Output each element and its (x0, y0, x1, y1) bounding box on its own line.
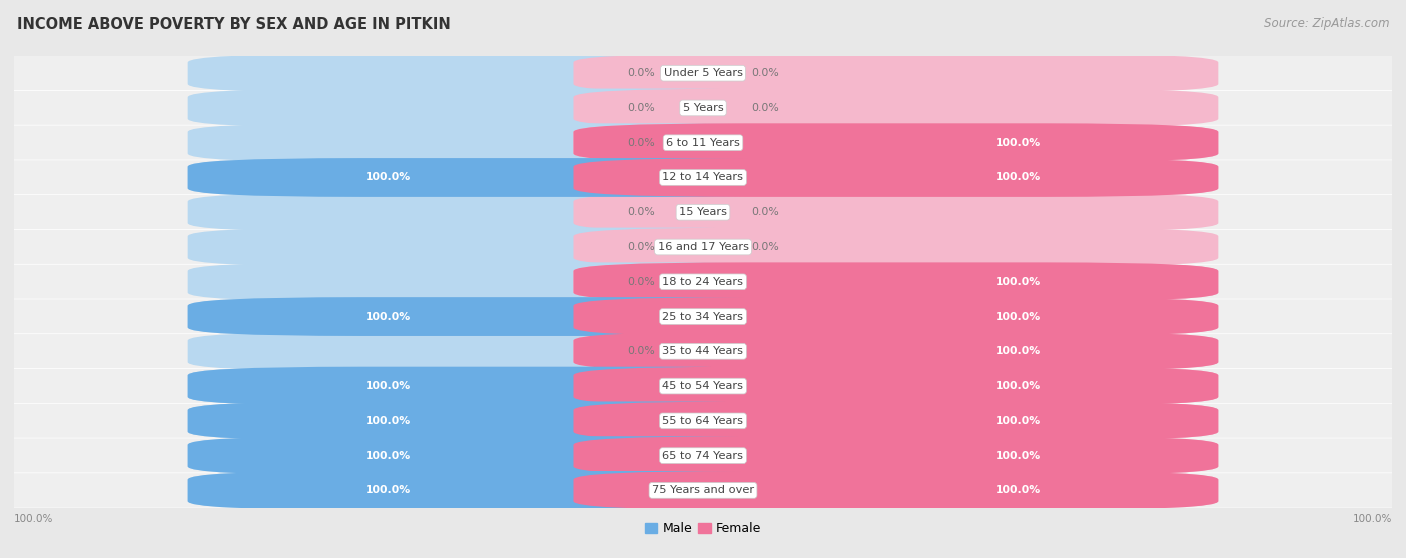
Text: 16 and 17 Years: 16 and 17 Years (658, 242, 748, 252)
Text: 55 to 64 Years: 55 to 64 Years (662, 416, 744, 426)
Text: 100.0%: 100.0% (995, 277, 1040, 287)
Text: 0.0%: 0.0% (627, 138, 655, 148)
FancyBboxPatch shape (187, 297, 832, 336)
Text: 6 to 11 Years: 6 to 11 Years (666, 138, 740, 148)
FancyBboxPatch shape (574, 367, 1219, 406)
Text: 100.0%: 100.0% (1353, 514, 1392, 524)
Text: 100.0%: 100.0% (366, 485, 411, 496)
FancyBboxPatch shape (187, 367, 832, 406)
FancyBboxPatch shape (574, 436, 1219, 475)
FancyBboxPatch shape (574, 193, 1219, 232)
Text: 100.0%: 100.0% (995, 381, 1040, 391)
Text: 75 Years and over: 75 Years and over (652, 485, 754, 496)
FancyBboxPatch shape (187, 297, 832, 336)
FancyBboxPatch shape (187, 89, 832, 127)
Text: 0.0%: 0.0% (627, 242, 655, 252)
Legend: Male, Female: Male, Female (640, 517, 766, 540)
FancyBboxPatch shape (574, 332, 1219, 371)
FancyBboxPatch shape (574, 262, 1219, 301)
FancyBboxPatch shape (574, 471, 1219, 510)
Text: 100.0%: 100.0% (366, 416, 411, 426)
FancyBboxPatch shape (574, 54, 1219, 93)
Text: 100.0%: 100.0% (366, 451, 411, 460)
Text: 35 to 44 Years: 35 to 44 Years (662, 347, 744, 357)
FancyBboxPatch shape (187, 193, 832, 232)
Text: Under 5 Years: Under 5 Years (664, 68, 742, 78)
Text: 0.0%: 0.0% (751, 207, 779, 217)
FancyBboxPatch shape (187, 262, 832, 301)
Text: 100.0%: 100.0% (995, 311, 1040, 321)
FancyBboxPatch shape (187, 436, 832, 475)
Text: 100.0%: 100.0% (995, 485, 1040, 496)
FancyBboxPatch shape (574, 332, 1219, 371)
FancyBboxPatch shape (11, 438, 1395, 473)
FancyBboxPatch shape (11, 160, 1395, 195)
Text: 25 to 34 Years: 25 to 34 Years (662, 311, 744, 321)
Text: Source: ZipAtlas.com: Source: ZipAtlas.com (1264, 17, 1389, 30)
Text: 15 Years: 15 Years (679, 207, 727, 217)
Text: 0.0%: 0.0% (627, 68, 655, 78)
Text: 0.0%: 0.0% (751, 103, 779, 113)
Text: 12 to 14 Years: 12 to 14 Years (662, 172, 744, 182)
FancyBboxPatch shape (11, 403, 1395, 439)
Text: 100.0%: 100.0% (14, 514, 53, 524)
FancyBboxPatch shape (574, 436, 1219, 475)
FancyBboxPatch shape (187, 54, 832, 93)
Text: 100.0%: 100.0% (366, 311, 411, 321)
FancyBboxPatch shape (574, 158, 1219, 197)
Text: 100.0%: 100.0% (995, 172, 1040, 182)
FancyBboxPatch shape (574, 89, 1219, 127)
Text: 0.0%: 0.0% (627, 347, 655, 357)
FancyBboxPatch shape (11, 56, 1395, 91)
FancyBboxPatch shape (187, 401, 832, 440)
FancyBboxPatch shape (11, 473, 1395, 508)
FancyBboxPatch shape (187, 367, 832, 406)
FancyBboxPatch shape (574, 367, 1219, 406)
FancyBboxPatch shape (574, 401, 1219, 440)
FancyBboxPatch shape (187, 401, 832, 440)
FancyBboxPatch shape (187, 471, 832, 510)
FancyBboxPatch shape (11, 195, 1395, 230)
FancyBboxPatch shape (187, 158, 832, 197)
Text: 0.0%: 0.0% (627, 103, 655, 113)
Text: 0.0%: 0.0% (751, 68, 779, 78)
Text: 100.0%: 100.0% (366, 381, 411, 391)
Text: 45 to 54 Years: 45 to 54 Years (662, 381, 744, 391)
FancyBboxPatch shape (187, 471, 832, 510)
FancyBboxPatch shape (574, 471, 1219, 510)
FancyBboxPatch shape (187, 436, 832, 475)
FancyBboxPatch shape (574, 401, 1219, 440)
FancyBboxPatch shape (11, 264, 1395, 299)
FancyBboxPatch shape (187, 228, 832, 266)
Text: 0.0%: 0.0% (751, 242, 779, 252)
FancyBboxPatch shape (11, 90, 1395, 126)
FancyBboxPatch shape (574, 123, 1219, 162)
Text: 100.0%: 100.0% (995, 451, 1040, 460)
FancyBboxPatch shape (187, 123, 832, 162)
FancyBboxPatch shape (11, 229, 1395, 264)
FancyBboxPatch shape (574, 158, 1219, 197)
FancyBboxPatch shape (11, 125, 1395, 160)
FancyBboxPatch shape (574, 297, 1219, 336)
FancyBboxPatch shape (574, 228, 1219, 266)
FancyBboxPatch shape (187, 158, 832, 197)
Text: 65 to 74 Years: 65 to 74 Years (662, 451, 744, 460)
FancyBboxPatch shape (11, 334, 1395, 369)
FancyBboxPatch shape (11, 368, 1395, 403)
FancyBboxPatch shape (187, 332, 832, 371)
Text: 0.0%: 0.0% (627, 207, 655, 217)
FancyBboxPatch shape (11, 299, 1395, 334)
FancyBboxPatch shape (574, 297, 1219, 336)
Text: INCOME ABOVE POVERTY BY SEX AND AGE IN PITKIN: INCOME ABOVE POVERTY BY SEX AND AGE IN P… (17, 17, 450, 32)
Text: 0.0%: 0.0% (627, 277, 655, 287)
Text: 18 to 24 Years: 18 to 24 Years (662, 277, 744, 287)
Text: 100.0%: 100.0% (995, 347, 1040, 357)
Text: 100.0%: 100.0% (366, 172, 411, 182)
Text: 100.0%: 100.0% (995, 138, 1040, 148)
FancyBboxPatch shape (574, 262, 1219, 301)
Text: 5 Years: 5 Years (683, 103, 723, 113)
FancyBboxPatch shape (574, 123, 1219, 162)
Text: 100.0%: 100.0% (995, 416, 1040, 426)
